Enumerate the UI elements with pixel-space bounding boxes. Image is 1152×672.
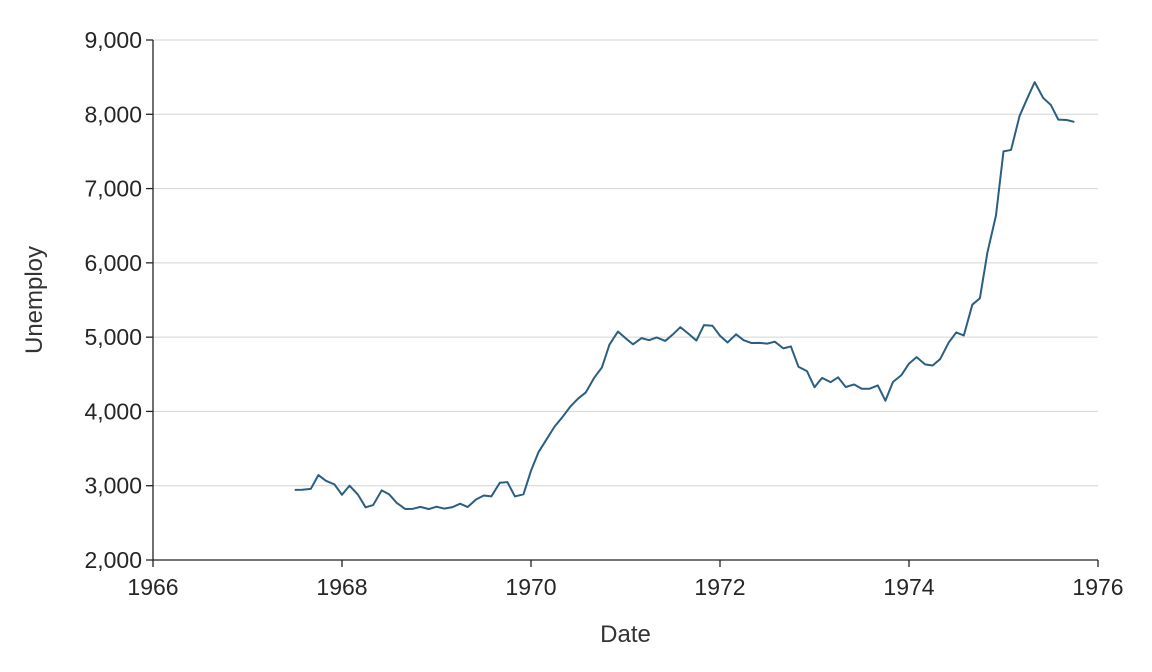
y-tick-label: 3,000	[84, 473, 142, 499]
y-tick-label: 4,000	[84, 398, 142, 424]
y-tick-label: 7,000	[84, 176, 142, 202]
y-gridlines	[153, 39, 1098, 487]
x-tick-label: 1974	[883, 574, 934, 600]
y-axis-ticks: 2,000 3,000 4,000 5,000 6,000 7,000 8,000 9,000	[84, 27, 153, 573]
y-tick-label: 5,000	[84, 324, 142, 350]
y-tick-label: 6,000	[84, 250, 142, 276]
x-axis-title: Date	[600, 621, 651, 648]
x-tick-label: 1968	[316, 574, 367, 600]
y-axis-title: Unemploy	[21, 246, 48, 354]
x-axis-ticks: 1966 1968 1970 1972 1974 1976	[127, 560, 1124, 600]
x-tick-label: 1966	[127, 574, 178, 600]
x-tick-label: 1976	[1072, 574, 1123, 600]
x-tick-label: 1970	[505, 574, 556, 600]
series-layer	[294, 81, 1075, 511]
y-tick-label: 9,000	[84, 27, 142, 53]
series-line	[294, 81, 1075, 511]
y-tick-label: 8,000	[84, 101, 142, 127]
x-tick-label: 1972	[694, 574, 745, 600]
y-tick-label: 2,000	[84, 547, 142, 573]
